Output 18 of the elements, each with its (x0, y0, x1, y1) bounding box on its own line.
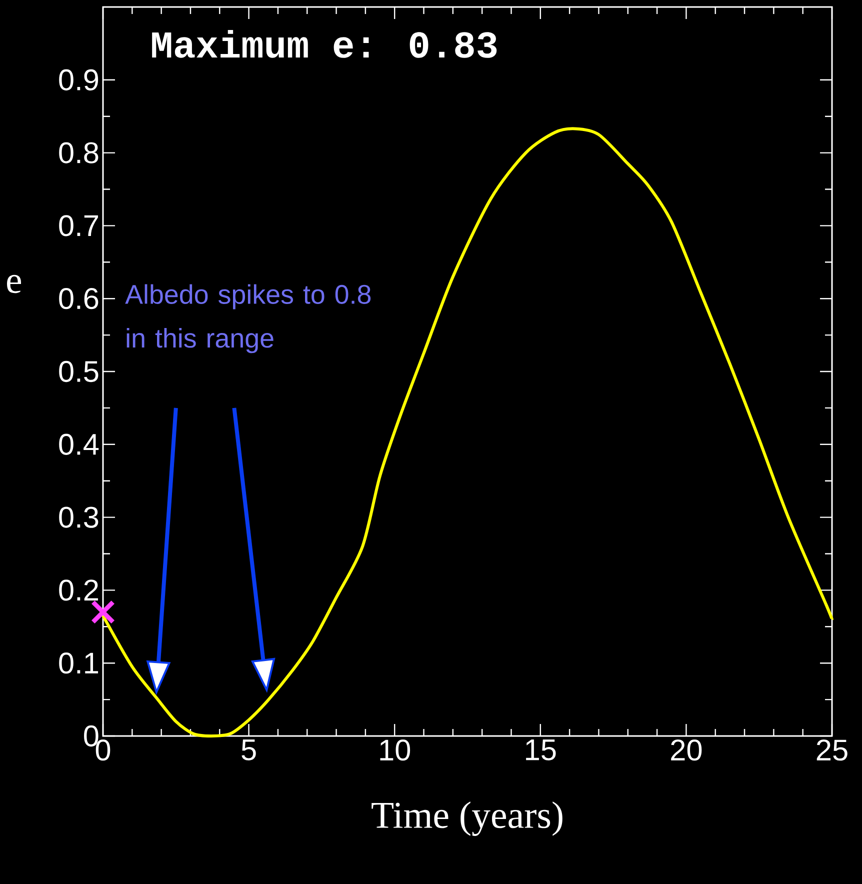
y-tick-label: 0.3 (59, 506, 98, 528)
x-tick-label: 15 (526, 740, 556, 760)
annotation: Albedo spikes to 0.8 in this range (125, 284, 371, 354)
x-tick-label: 5 (242, 740, 256, 760)
y-tick-label: 0.9 (59, 69, 98, 90)
y-tick-label: 0.7 (59, 215, 98, 236)
y-tick-label: 0.5 (59, 360, 98, 382)
y-tick-label: 0.4 (59, 434, 99, 455)
y-tick-label: 0.1 (59, 652, 98, 674)
y-axis-title: e (7, 274, 22, 294)
y-tick-label: 0.2 (59, 580, 98, 601)
x-tick-label: 10 (380, 740, 410, 761)
x-tick-label: 25 (816, 740, 848, 761)
y-tick-label: 0.6 (59, 288, 98, 310)
y-tick-label: 0.8 (59, 142, 98, 164)
x-axis-title: Time (years) (372, 802, 562, 836)
chart-title: Maximum e: 0.83 (152, 30, 497, 58)
x-tick-label: 20 (671, 740, 702, 761)
